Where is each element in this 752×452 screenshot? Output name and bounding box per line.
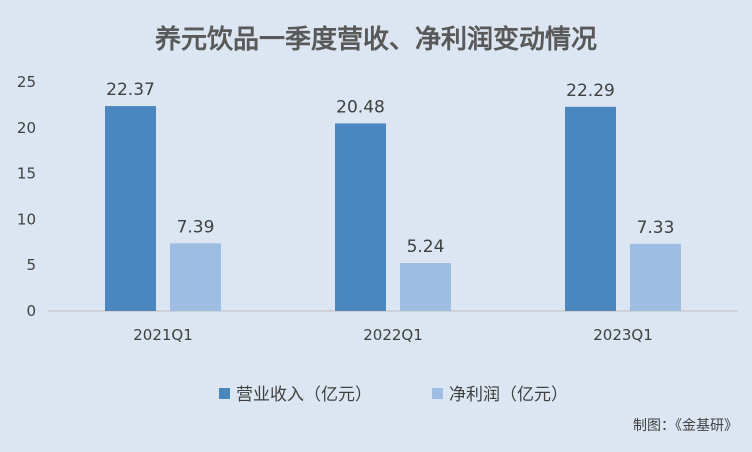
bar — [400, 263, 451, 311]
data-label: 22.29 — [566, 81, 615, 101]
data-label: 7.33 — [637, 218, 675, 238]
y-tick-label: 15 — [17, 165, 36, 183]
x-tick-label: 2023Q1 — [593, 326, 653, 344]
data-label: 5.24 — [407, 237, 445, 257]
data-labels-group: 22.37 7.39 20.48 5.24 22.29 7.33 — [106, 80, 674, 257]
legend-label: 净利润（亿元） — [449, 385, 568, 405]
y-tick-label: 0 — [26, 302, 36, 320]
legend-swatch — [219, 388, 230, 399]
chart-title: 养元饮品一季度营收、净利润变动情况 — [154, 24, 597, 55]
bar — [105, 106, 156, 312]
legend: 营业收入（亿元） 净利润（亿元） — [219, 385, 568, 405]
data-label: 7.39 — [177, 217, 215, 237]
data-label: 22.37 — [106, 80, 155, 100]
x-tick-label: 2021Q1 — [133, 326, 193, 344]
data-label: 20.48 — [336, 97, 385, 117]
bar — [170, 243, 221, 311]
y-axis: 0 5 10 15 20 25 — [17, 73, 36, 320]
bar — [630, 243, 681, 311]
source-credit: 制图：《金基研》 — [633, 417, 738, 434]
y-tick-label: 20 — [17, 119, 36, 137]
y-tick-label: 25 — [17, 73, 36, 91]
x-axis: 2021Q1 2022Q1 2023Q1 — [133, 326, 653, 344]
legend-swatch — [432, 388, 443, 399]
bar — [335, 123, 386, 311]
bars-group — [105, 106, 681, 312]
y-tick-label: 5 — [26, 256, 36, 274]
x-tick-label: 2022Q1 — [363, 326, 423, 344]
y-tick-label: 10 — [17, 210, 36, 228]
legend-label: 营业收入（亿元） — [236, 385, 372, 405]
bar — [565, 106, 616, 311]
